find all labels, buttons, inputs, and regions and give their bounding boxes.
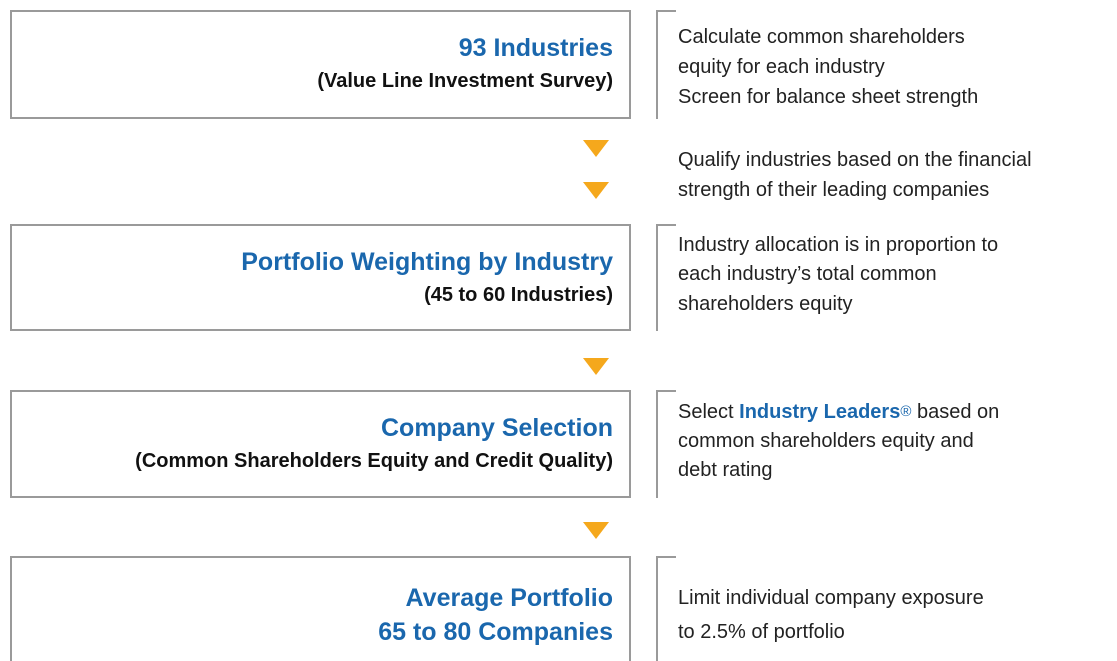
step-box: Average Portfolio 65 to 80 Companies	[10, 556, 631, 661]
registered-mark: ®	[900, 403, 912, 420]
brand-name: Industry Leaders	[739, 401, 901, 423]
bracket	[656, 10, 676, 119]
step-box: Company Selection (Common Shareholders E…	[10, 390, 631, 498]
bracket	[656, 556, 676, 661]
note-text: Select	[678, 401, 734, 423]
note-line: Screen for balance sheet strength	[678, 86, 979, 108]
step-box: Portfolio Weighting by Industry (45 to 6…	[10, 224, 631, 331]
step-subtitle: (45 to 60 Industries)	[424, 284, 613, 306]
step-subtitle: (Common Shareholders Equity and Credit Q…	[135, 450, 613, 472]
bracket	[656, 390, 676, 498]
note-line: Limit individual company exposure	[678, 587, 984, 609]
step-title: 65 to 80 Companies	[378, 618, 613, 646]
step-subtitle: (Value Line Investment Survey)	[317, 70, 613, 92]
step-title: Portfolio Weighting by Industry	[241, 248, 613, 276]
arrow	[583, 358, 609, 375]
bracket	[656, 224, 676, 331]
note-line: Calculate common shareholders	[678, 26, 965, 48]
arrow	[583, 522, 609, 539]
arrow	[583, 140, 609, 157]
note-line: debt rating	[678, 459, 773, 481]
note-line: Select Industry Leaders® based on	[678, 400, 999, 424]
arrow	[583, 182, 609, 199]
note-line: common shareholders equity and	[678, 430, 974, 452]
step-title: Average Portfolio	[405, 584, 613, 612]
note-line: Industry allocation is in proportion to	[678, 234, 999, 256]
note-line: each industry’s total common	[678, 263, 937, 285]
note-line: shareholders equity	[678, 293, 853, 315]
step-box: 93 Industries (Value Line Investment Sur…	[10, 10, 631, 119]
step-title: 93 Industries	[458, 34, 613, 62]
note-line: equity for each industry	[678, 56, 885, 78]
note-line: to 2.5% of portfolio	[678, 621, 845, 643]
note-line: Qualify industries based on the financia…	[678, 149, 1032, 171]
step-title: Company Selection	[381, 414, 613, 442]
note-text: based on	[916, 401, 1000, 423]
note-line: strength of their leading companies	[678, 179, 990, 201]
